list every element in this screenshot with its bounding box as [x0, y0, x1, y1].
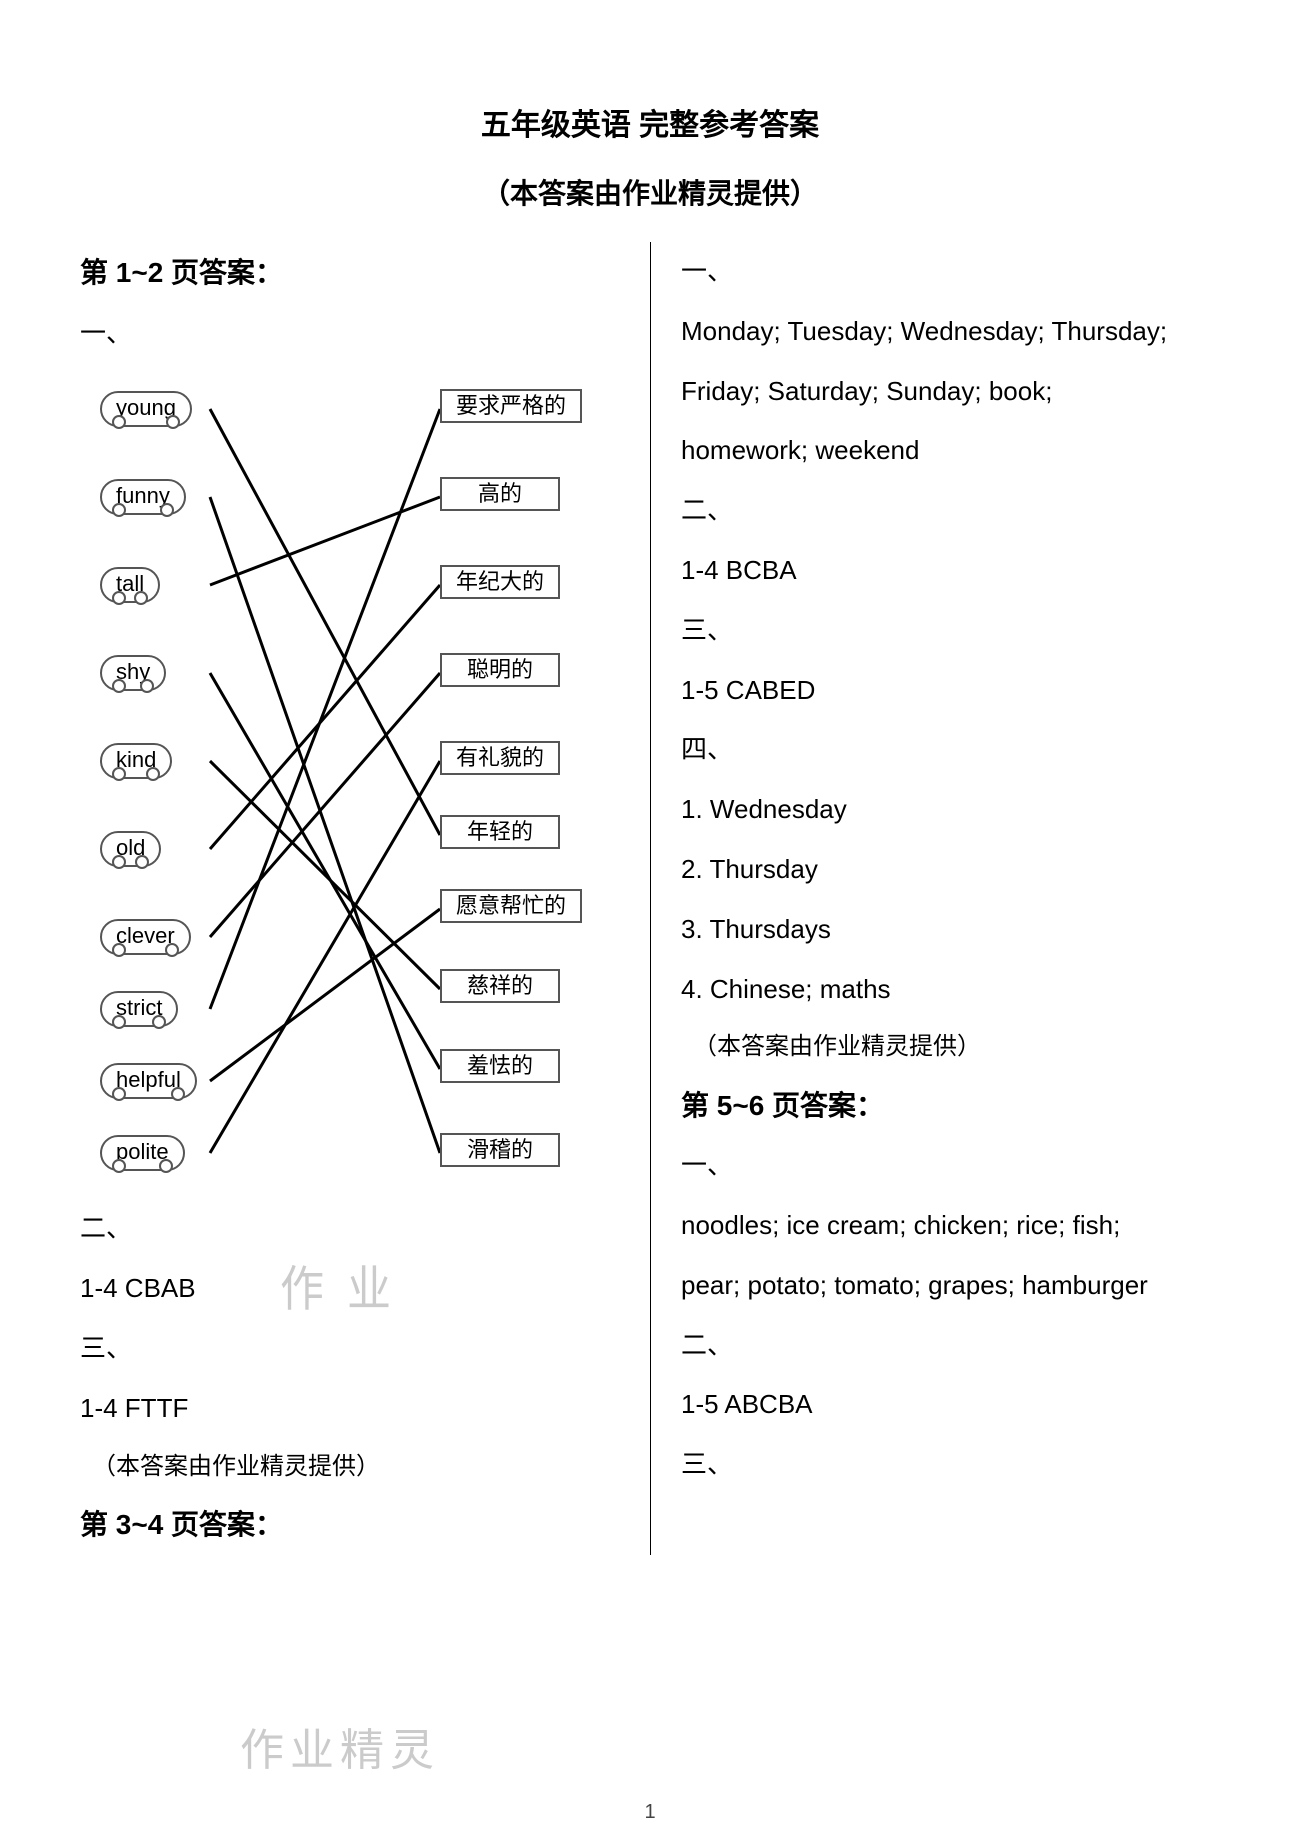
right-box-label: 聪明的 — [440, 653, 560, 687]
heading-p5-6: 第 5~6 页答案： — [681, 1075, 1220, 1137]
r-sec-2: 二、 — [681, 481, 1220, 541]
left-sec-2: 二、 — [80, 1199, 620, 1259]
r-ans-4-3: 3. Thursdays — [681, 900, 1220, 960]
r-sec-1: 一、 — [681, 242, 1220, 302]
left-word-young: young — [100, 391, 192, 427]
heading-p1-2: 第 1~2 页答案： — [80, 242, 620, 304]
right-box-label: 羞怯的 — [440, 1049, 560, 1083]
left-word-helpful: helpful — [100, 1063, 197, 1099]
rb-ans-1a: noodles; ice cream; chicken; rice; fish; — [681, 1196, 1220, 1256]
left-word-strict: strict — [100, 991, 178, 1027]
page-subtitle: （本答案由作业精灵提供） — [80, 172, 1220, 212]
r-ans-2: 1-4 BCBA — [681, 541, 1220, 601]
watermark-2: 作业精灵 — [240, 1714, 440, 1778]
left-column: 第 1~2 页答案： 一、 作 业 youngfunnytallshykindo… — [80, 242, 650, 1555]
right-box-label: 慈祥的 — [440, 969, 560, 1003]
r-sec-4: 四、 — [681, 720, 1220, 780]
content-columns: 第 1~2 页答案： 一、 作 业 youngfunnytallshykindo… — [80, 242, 1220, 1555]
right-word-polite_cn: 有礼貌的 — [440, 721, 560, 775]
r-note: （本答案由作业精灵提供） — [681, 1019, 1220, 1074]
heading-p3-4: 第 3~4 页答案： — [80, 1494, 620, 1556]
right-word-tall_cn: 高的 — [440, 457, 560, 511]
left-ans-3: 1-4 FTTF — [80, 1379, 620, 1439]
matching-diagram: 作 业 youngfunnytallshykindoldcleverstrict… — [80, 369, 610, 1189]
left-note: （本答案由作业精灵提供） — [80, 1439, 620, 1494]
rb-sec-3: 三、 — [681, 1435, 1220, 1495]
left-sec-3: 三、 — [80, 1319, 620, 1379]
r-ans-4-1: 1. Wednesday — [681, 780, 1220, 840]
right-box-label: 滑稽的 — [440, 1133, 560, 1167]
left-sec-1: 一、 — [80, 304, 620, 364]
right-word-old_cn: 年纪大的 — [440, 545, 560, 599]
rb-ans-1b: pear; potato; tomato; grapes; hamburger — [681, 1256, 1220, 1316]
rb-sec-1: 一、 — [681, 1136, 1220, 1196]
right-word-funny_cn: 滑稽的 — [440, 1113, 560, 1167]
right-box-label: 年纪大的 — [440, 565, 560, 599]
right-word-young_cn: 年轻的 — [440, 795, 560, 849]
right-column: 一、 Monday; Tuesday; Wednesday; Thursday;… — [650, 242, 1220, 1555]
left-word-old: old — [100, 831, 161, 867]
right-word-kind_cn: 慈祥的 — [440, 949, 560, 1003]
r-ans-1c: homework; weekend — [681, 421, 1220, 481]
right-word-shy_cn: 羞怯的 — [440, 1029, 560, 1083]
r-ans-1a: Monday; Tuesday; Wednesday; Thursday; — [681, 302, 1220, 362]
r-ans-4-4: 4. Chinese; maths — [681, 960, 1220, 1020]
page-title: 五年级英语 完整参考答案 — [80, 100, 1220, 144]
rb-sec-2: 二、 — [681, 1316, 1220, 1376]
r-ans-4-2: 2. Thursday — [681, 840, 1220, 900]
right-box-label: 愿意帮忙的 — [440, 889, 582, 923]
r-ans-1b: Friday; Saturday; Sunday; book; — [681, 362, 1220, 422]
left-word-polite: polite — [100, 1135, 185, 1171]
left-ans-2: 1-4 CBAB — [80, 1259, 620, 1319]
left-word-kind: kind — [100, 743, 172, 779]
r-ans-3: 1-5 CABED — [681, 661, 1220, 721]
left-word-shy: shy — [100, 655, 166, 691]
right-box-label: 要求严格的 — [440, 389, 582, 423]
header: 五年级英语 完整参考答案 （本答案由作业精灵提供） — [80, 100, 1220, 212]
left-word-tall: tall — [100, 567, 160, 603]
right-box-label: 年轻的 — [440, 815, 560, 849]
right-box-label: 高的 — [440, 477, 560, 511]
left-word-funny: funny — [100, 479, 186, 515]
rb-ans-2: 1-5 ABCBA — [681, 1375, 1220, 1435]
right-word-strict_cn: 要求严格的 — [440, 369, 582, 423]
page-number: 1 — [644, 1801, 655, 1824]
right-word-clever_cn: 聪明的 — [440, 633, 560, 687]
right-box-label: 有礼貌的 — [440, 741, 560, 775]
r-sec-3: 三、 — [681, 601, 1220, 661]
left-word-clever: clever — [100, 919, 191, 955]
right-word-help_cn: 愿意帮忙的 — [440, 869, 582, 923]
